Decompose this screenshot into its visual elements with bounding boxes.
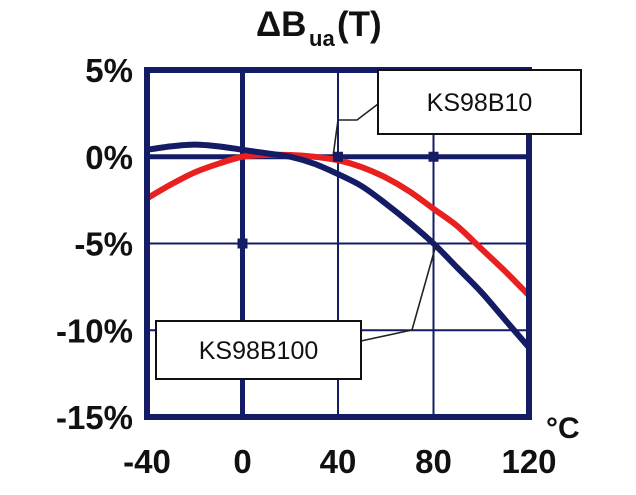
plot-frame <box>144 67 532 420</box>
grid-marker-0 <box>237 238 248 249</box>
callout-box-ks98b100 <box>155 320 362 380</box>
callout-label-ks98b100: KS98B100 <box>199 337 319 365</box>
callout-label-ks98b10: KS98B10 <box>427 89 533 117</box>
y-tick-label: -15% <box>56 399 133 436</box>
callout-leader-ks98b100 <box>360 245 437 342</box>
title-subscript: ua <box>309 26 335 51</box>
y-tick-label: -10% <box>56 312 133 349</box>
marks-layer <box>237 151 439 249</box>
frame-layer <box>144 67 532 420</box>
x-tick-label: 120 <box>501 443 556 480</box>
tick-labels-layer: 5% 0% -5% -10% -15% -40 0 40 80 120 <box>56 52 557 480</box>
x-tick-label: 0 <box>233 443 251 480</box>
grid-marker-1 <box>333 151 343 162</box>
grid-marker-2 <box>428 151 439 162</box>
x-unit-label: °C <box>546 412 580 445</box>
title-main: ΔB <box>256 5 306 44</box>
title-tail: (T) <box>337 5 382 44</box>
callouts-layer: KS98B10 KS98B100 <box>155 69 582 380</box>
x-tick-label: -40 <box>123 443 171 480</box>
series-line-ks98b100 <box>144 141 532 351</box>
y-tick-label: 5% <box>85 52 133 89</box>
callout-leader-ks98b10 <box>332 103 379 156</box>
chart-title: ΔB ua (T) <box>256 5 382 51</box>
y-tick-label: 0% <box>85 139 133 176</box>
x-tick-label: 80 <box>415 443 452 480</box>
callout-box-ks98b10 <box>377 69 582 135</box>
x-tick-label: 40 <box>320 443 357 480</box>
y-tick-label: -5% <box>74 226 133 263</box>
